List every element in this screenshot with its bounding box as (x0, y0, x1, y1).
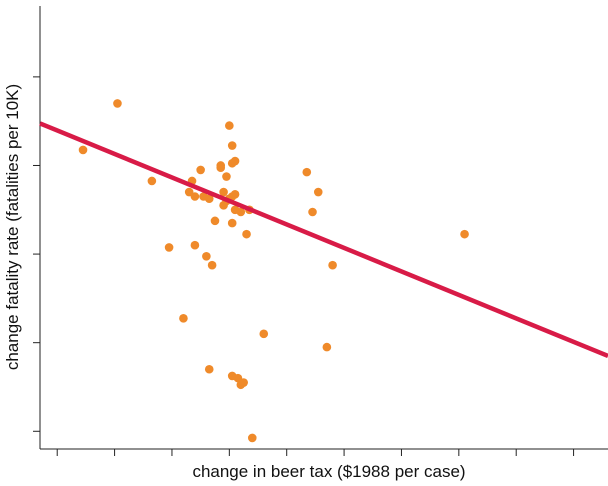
data-point (210, 216, 220, 226)
y-axis-label: change fatality rate (fatalities per 10K… (3, 84, 22, 370)
data-point (230, 189, 240, 199)
data-point (204, 364, 214, 374)
data-point (207, 260, 217, 270)
data-point (202, 251, 211, 261)
data-point (190, 240, 200, 250)
regression-line-group (39, 121, 608, 359)
axis-ticks (33, 76, 575, 456)
data-point (222, 172, 231, 181)
data-points (78, 99, 469, 443)
regression-line (39, 121, 608, 359)
data-point (230, 156, 240, 166)
data-point (247, 433, 257, 443)
data-point (328, 260, 337, 270)
data-point (147, 176, 157, 186)
data-point (259, 329, 269, 339)
data-point (322, 342, 332, 352)
axes-frame (39, 6, 608, 450)
data-point (460, 229, 469, 239)
data-point (225, 121, 234, 130)
data-point (113, 99, 122, 108)
data-point (227, 141, 237, 150)
data-point (227, 218, 237, 228)
data-point (302, 167, 312, 177)
data-point (78, 145, 88, 155)
data-point (219, 187, 228, 197)
data-point (313, 187, 323, 197)
data-point (164, 243, 174, 252)
data-point (179, 314, 188, 323)
x-axis-label: change in beer tax ($1988 per case) (192, 462, 465, 481)
data-point (196, 165, 205, 175)
data-point (236, 207, 246, 217)
data-point (190, 192, 200, 201)
data-point (216, 163, 226, 172)
data-point (242, 229, 251, 239)
data-point (204, 194, 214, 204)
data-point (239, 378, 248, 387)
data-point (308, 207, 317, 217)
